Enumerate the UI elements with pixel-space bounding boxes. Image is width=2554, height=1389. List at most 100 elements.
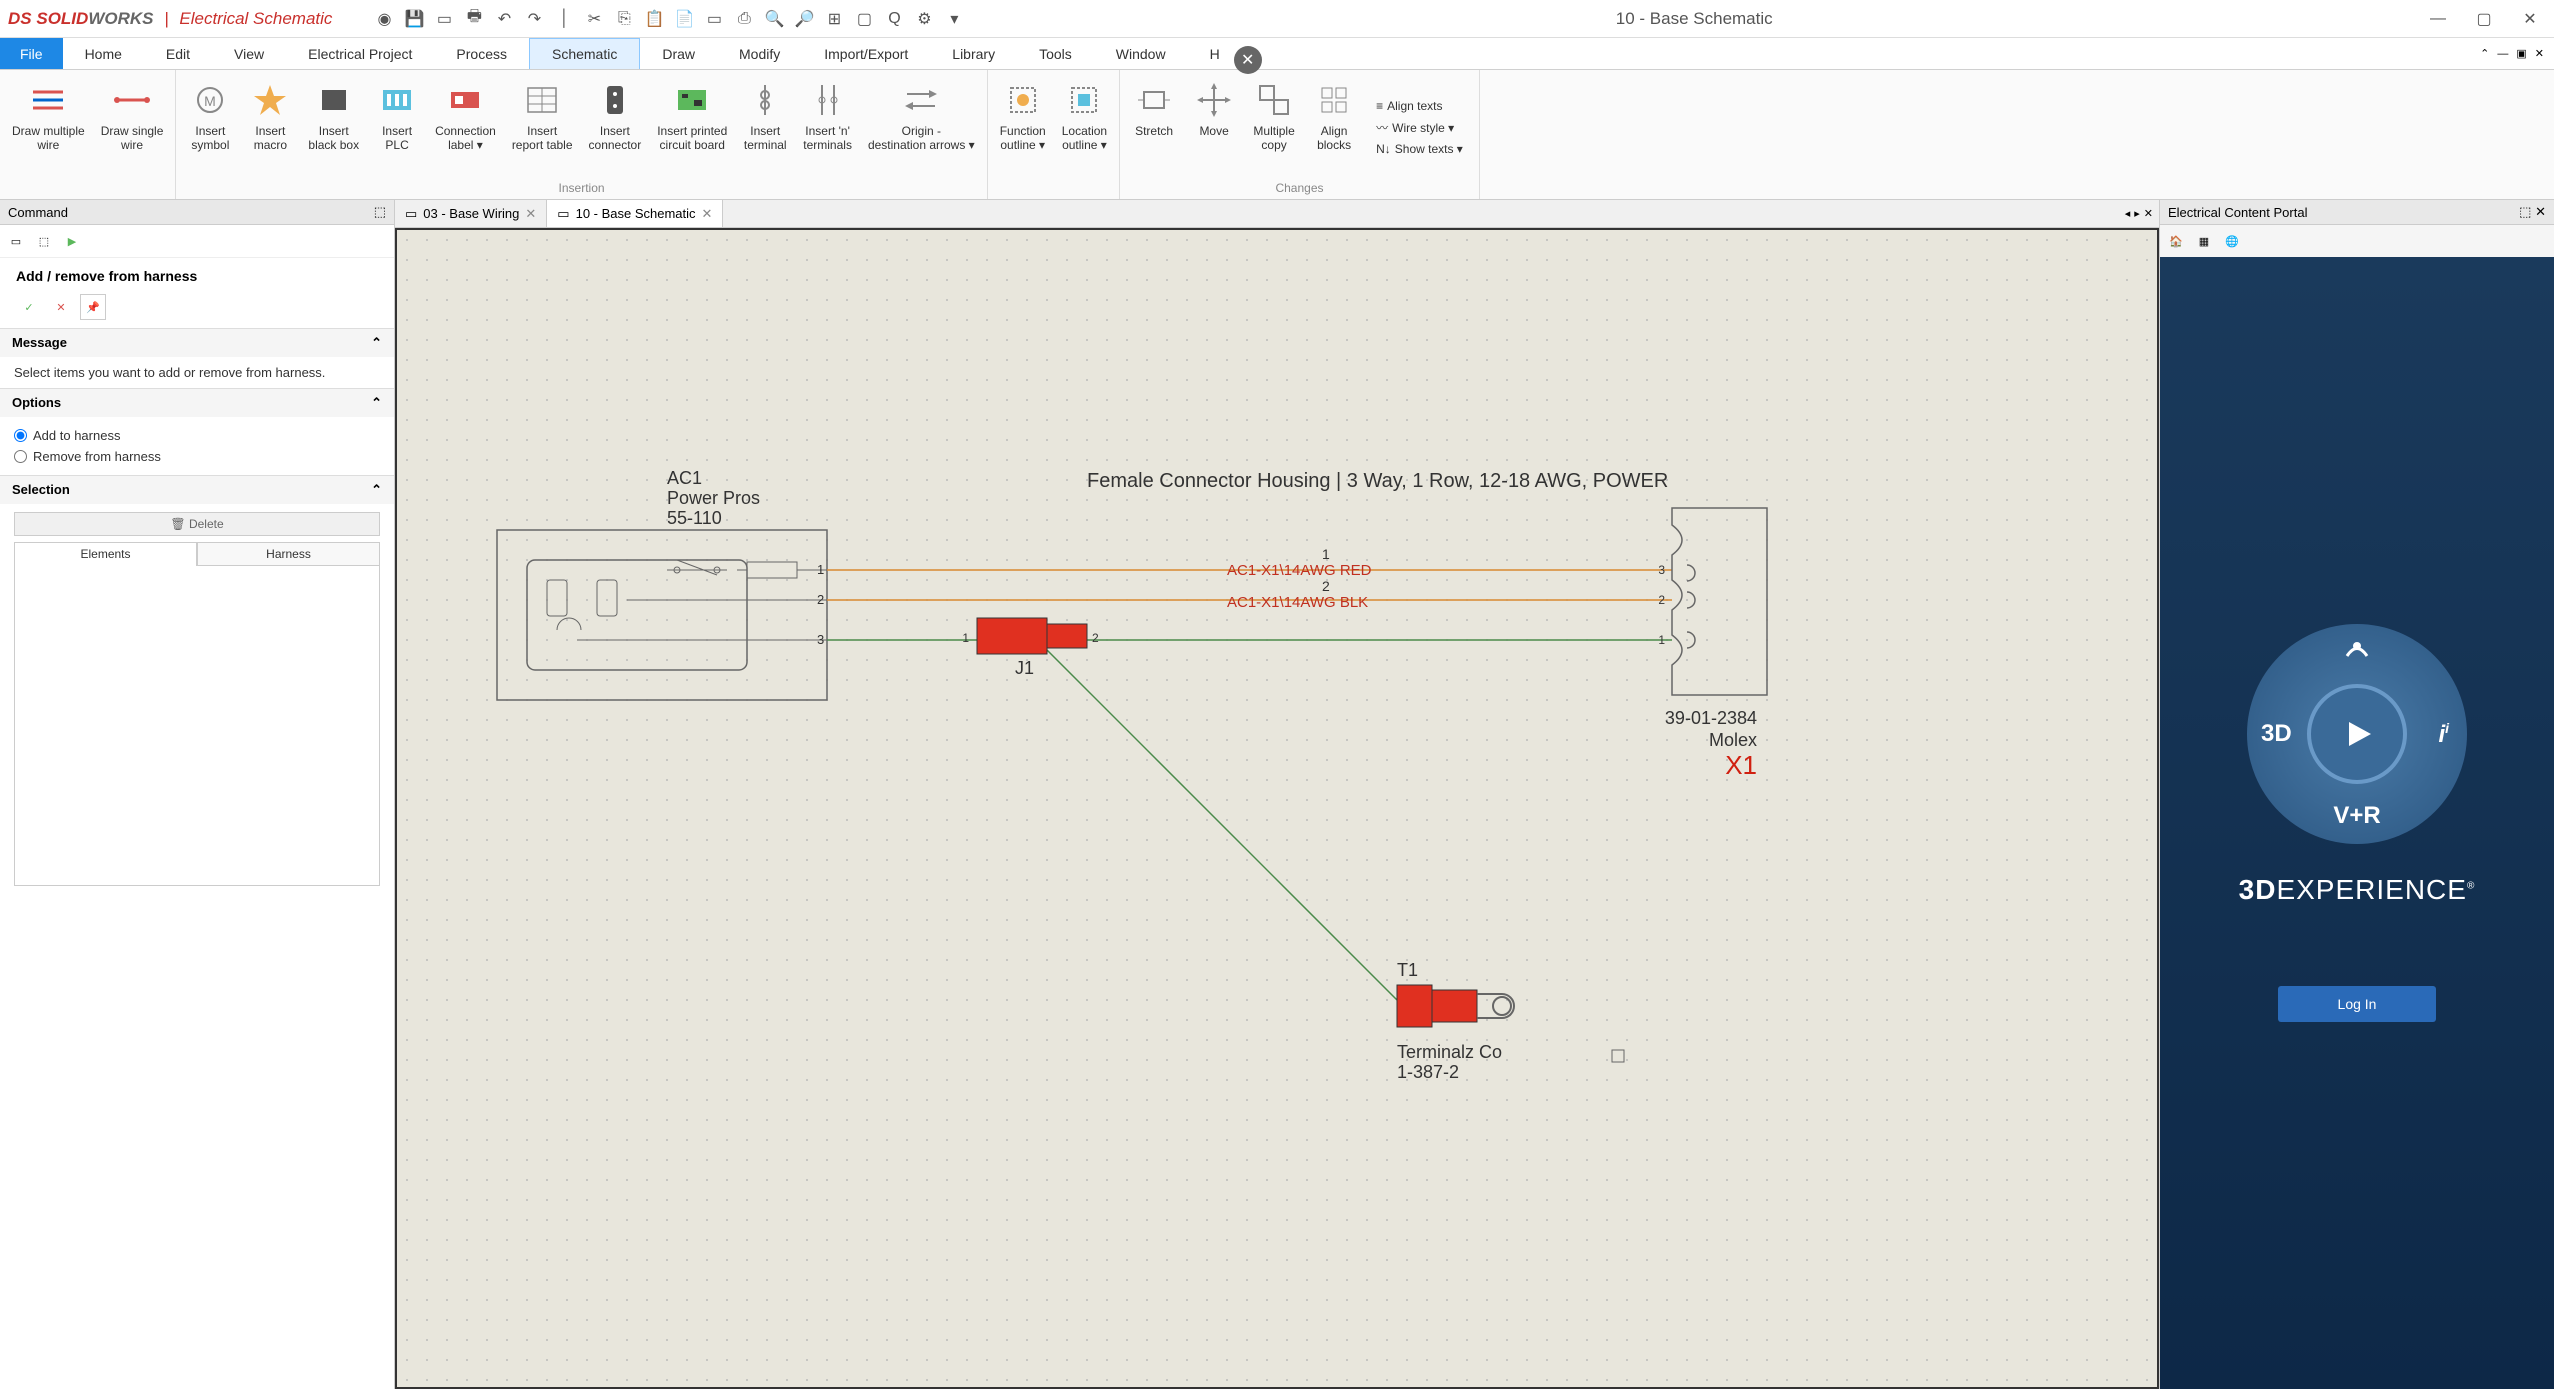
close-tab-icon[interactable]: ✕	[702, 206, 713, 222]
insert-black-box-button[interactable]: Insert black box	[300, 76, 367, 179]
ribbon-collapse-icon[interactable]: ⌃	[2480, 47, 2489, 60]
tab-elements[interactable]: Elements	[14, 542, 197, 566]
menu-import-export[interactable]: Import/Export	[802, 38, 930, 69]
menu-draw[interactable]: Draw	[640, 38, 717, 69]
portal-list-icon[interactable]: ▦	[2192, 229, 2216, 253]
insert-symbol-button[interactable]: MInsert symbol	[180, 76, 240, 179]
ok-button[interactable]: ✓	[16, 294, 42, 320]
ac1-component[interactable]	[497, 530, 827, 700]
insert-plc-button[interactable]: Insert PLC	[367, 76, 427, 179]
connection-label-button[interactable]: Connection label ▾	[427, 76, 504, 179]
doc-tab-base-schematic[interactable]: ▭ 10 - Base Schematic ✕	[547, 200, 723, 227]
menu-modify[interactable]: Modify	[717, 38, 802, 69]
cancel-button[interactable]: ✕	[48, 294, 74, 320]
qat-search-icon[interactable]: 🔍	[762, 7, 786, 31]
message-section-head[interactable]: Message⌃	[0, 329, 394, 357]
portal-globe-icon[interactable]: 🌐	[2220, 229, 2244, 253]
mdi-close-icon[interactable]: ✕	[2535, 47, 2544, 60]
menu-help[interactable]: H	[1188, 38, 1242, 69]
help-close-badge[interactable]: ✕	[1234, 46, 1262, 74]
qat-copy-icon[interactable]: ⎘	[612, 7, 636, 31]
doc-tab-base-wiring[interactable]: ▭ 03 - Base Wiring ✕	[395, 200, 547, 227]
pin-button[interactable]: 📌	[80, 294, 106, 320]
menu-edit[interactable]: Edit	[144, 38, 212, 69]
show-texts-button[interactable]: N↓Show texts ▾	[1372, 140, 1467, 158]
option-remove-row[interactable]: Remove from harness	[14, 446, 380, 467]
menu-process[interactable]: Process	[434, 38, 529, 69]
file-menu[interactable]: File	[0, 38, 63, 69]
close-button[interactable]: ✕	[2514, 7, 2546, 31]
draw-multiple-wire-button[interactable]: Draw multiple wire	[4, 76, 93, 193]
radio-add[interactable]	[14, 429, 27, 442]
delete-button[interactable]: 🗑 Delete	[14, 512, 380, 536]
menu-view[interactable]: View	[212, 38, 286, 69]
insert-n-terminals-button[interactable]: Insert 'n' terminals	[795, 76, 860, 179]
mdi-minimize-icon[interactable]: —	[2497, 48, 2508, 60]
close-tab-icon[interactable]: ✕	[525, 206, 536, 222]
options-section-head[interactable]: Options⌃	[0, 389, 394, 417]
qat-doc1-icon[interactable]: ▭	[702, 7, 726, 31]
panel-tool-1[interactable]: ▭	[4, 229, 28, 253]
login-button[interactable]: Log In	[2278, 986, 2437, 1022]
panel-pin-icon[interactable]: ⬚	[374, 204, 386, 220]
menu-window[interactable]: Window	[1094, 38, 1188, 69]
menu-electrical-project[interactable]: Electrical Project	[286, 38, 434, 69]
stretch-button[interactable]: Stretch	[1124, 76, 1184, 179]
insert-terminal-button[interactable]: Insert terminal	[735, 76, 795, 179]
qat-dropdown-icon[interactable]: ▾	[942, 7, 966, 31]
mdi-restore-icon[interactable]: ▣	[2516, 47, 2526, 60]
selection-section-head[interactable]: Selection⌃	[0, 476, 394, 504]
qat-paste2-icon[interactable]: 📄	[672, 7, 696, 31]
menu-tools[interactable]: Tools	[1017, 38, 1094, 69]
menu-library[interactable]: Library	[930, 38, 1017, 69]
qat-paste-icon[interactable]: 📋	[642, 7, 666, 31]
compass-play-button[interactable]	[2307, 684, 2407, 784]
align-blocks-button[interactable]: Align blocks	[1304, 76, 1364, 179]
tab-next-icon[interactable]: ▸	[2134, 207, 2140, 220]
menu-schematic[interactable]: Schematic	[529, 38, 640, 69]
qat-settings-icon[interactable]: ⚙	[912, 7, 936, 31]
location-outline-button[interactable]: Location outline ▾	[1054, 76, 1115, 193]
compass-widget[interactable]: 3D ii V+R	[2247, 624, 2467, 844]
draw-single-wire-button[interactable]: Draw single wire	[93, 76, 172, 193]
wire-to-t1[interactable]	[1037, 640, 1397, 1000]
option-add-row[interactable]: Add to harness	[14, 425, 380, 446]
menu-home[interactable]: Home	[63, 38, 144, 69]
align-texts-button[interactable]: ≡Align texts	[1372, 97, 1467, 115]
function-outline-button[interactable]: Function outline ▾	[992, 76, 1054, 193]
tab-harness[interactable]: Harness	[197, 542, 380, 566]
insert-macro-button[interactable]: Insert macro	[240, 76, 300, 179]
maximize-button[interactable]: ▢	[2468, 7, 2500, 31]
schematic-canvas[interactable]: 1 2 3 1 2	[395, 228, 2159, 1389]
qat-folder-icon[interactable]: ▭	[432, 7, 456, 31]
multiple-copy-button[interactable]: Multiple copy	[1244, 76, 1304, 179]
qat-fit-icon[interactable]: ▢	[852, 7, 876, 31]
origin-destination-button[interactable]: Origin - destination arrows ▾	[860, 76, 983, 179]
insert-pcb-button[interactable]: Insert printed circuit board	[649, 76, 735, 179]
portal-pin-icon[interactable]: ⬚	[2519, 204, 2531, 219]
qat-save-icon[interactable]: 💾	[402, 7, 426, 31]
qat-cut-icon[interactable]: ✂	[582, 7, 606, 31]
qat-grid-icon[interactable]: ⊞	[822, 7, 846, 31]
x1-component[interactable]: 3 2 1	[1658, 508, 1767, 695]
qat-print-icon[interactable]: 🖶	[462, 7, 486, 31]
qat-q-icon[interactable]: Q	[882, 7, 906, 31]
qat-undo-icon[interactable]: ↶	[492, 7, 516, 31]
selection-list[interactable]	[14, 566, 380, 886]
tab-close-all-icon[interactable]: ✕	[2144, 207, 2153, 220]
minimize-button[interactable]: —	[2422, 7, 2454, 31]
qat-zoom-icon[interactable]: 🔎	[792, 7, 816, 31]
qat-doc2-icon[interactable]: ⎙	[732, 7, 756, 31]
t1-component[interactable]	[1397, 985, 1514, 1027]
qat-redo-icon[interactable]: ↷	[522, 7, 546, 31]
qat-new-icon[interactable]: ◉	[372, 7, 396, 31]
move-button[interactable]: Move	[1184, 76, 1244, 179]
radio-remove[interactable]	[14, 450, 27, 463]
portal-close-icon[interactable]: ✕	[2535, 204, 2546, 219]
tab-prev-icon[interactable]: ◂	[2125, 207, 2131, 220]
j1-component[interactable]: 1 2	[962, 618, 1099, 654]
wire-style-button[interactable]: 〰Wire style ▾	[1372, 117, 1467, 138]
panel-tool-2[interactable]: ⬚	[32, 229, 56, 253]
portal-home-icon[interactable]: 🏠	[2164, 229, 2188, 253]
insert-report-table-button[interactable]: Insert report table	[504, 76, 581, 179]
